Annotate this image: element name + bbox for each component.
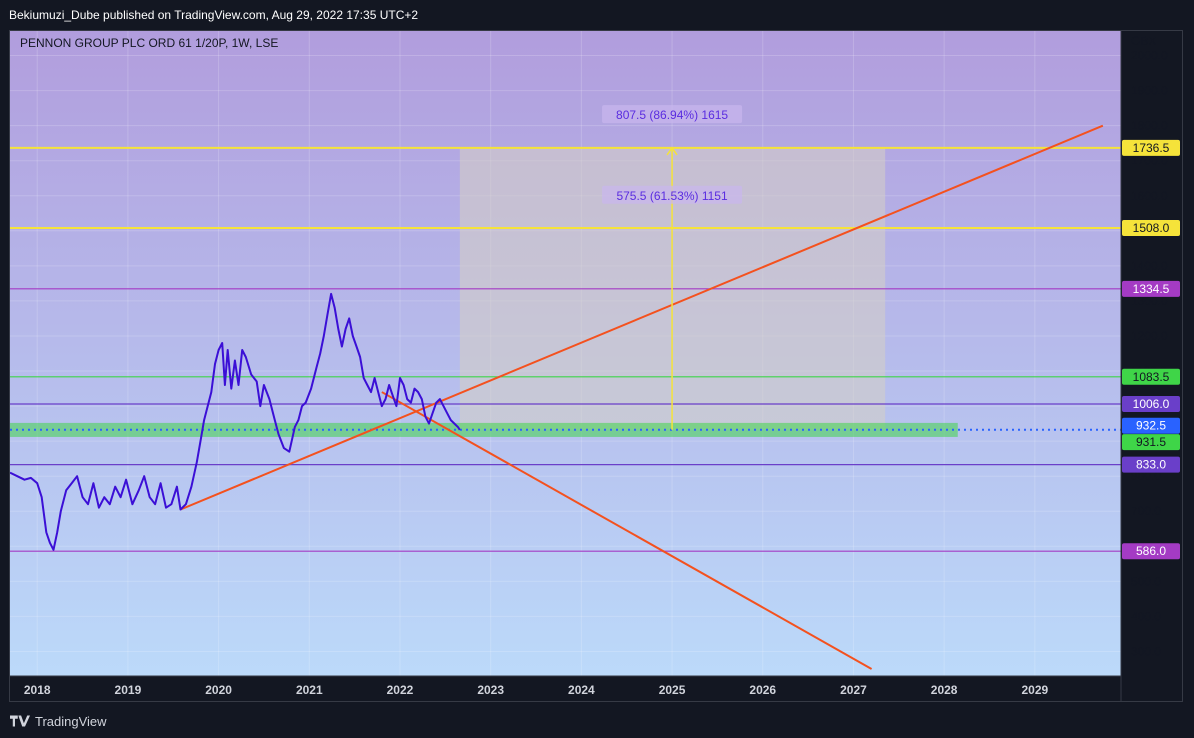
- price-badge: [1122, 395, 1180, 412]
- x-tick-label: 2023: [477, 683, 504, 697]
- annotation-box: [602, 105, 743, 124]
- y-tick-label: 2000.0: [1131, 49, 1168, 63]
- time-axis-background: [10, 676, 1121, 701]
- price-badge: [1122, 280, 1180, 297]
- x-tick-label: 2020: [205, 683, 232, 697]
- price-badge: [1122, 220, 1180, 237]
- y-tick-label: 1300.0: [1131, 294, 1168, 308]
- price-line: [10, 292, 461, 551]
- annotation-label: 807.5 (86.94%) 1615: [616, 108, 728, 122]
- price-level-badges: 1736.5 1508.0 1334.5 1083.5 1006.0 932.5 931.5…: [1122, 139, 1180, 560]
- x-tick-label: 2018: [24, 683, 51, 697]
- y-tick-label: 1600.0: [1131, 189, 1168, 203]
- y-tick-label: 1900.0: [1131, 84, 1168, 98]
- y-tick-label: 1400.0: [1131, 259, 1168, 273]
- currency-label: GBX: [1131, 34, 1156, 48]
- price-badge-label: 932.5: [1136, 419, 1166, 433]
- price-badge-label: 931.5: [1136, 435, 1166, 449]
- price-badge-label: 1508.0: [1133, 221, 1170, 235]
- time-axis[interactable]: 2018 2019 2020 2021 2022 2023 2024 2025 2026 2027…: [24, 683, 1049, 697]
- y-tick-label: 1800.0: [1131, 119, 1168, 133]
- trendline: [381, 391, 873, 670]
- chart-panel[interactable]: 807.5 (86.94%) 1615 575.5 (61.53%) 1151 3…: [9, 30, 1183, 702]
- annotation-box: [602, 185, 743, 204]
- x-tick-label: 2021: [296, 683, 323, 697]
- price-badge: [1122, 543, 1180, 560]
- price-badge-label: 1083.5: [1133, 370, 1170, 384]
- price-badge-label: 1736.5: [1133, 141, 1170, 155]
- y-tick-label: 500.0: [1131, 574, 1161, 588]
- price-badge-label: 1006.0: [1133, 397, 1170, 411]
- x-tick-label: 2025: [659, 683, 686, 697]
- x-tick-label: 2027: [840, 683, 867, 697]
- price-badge-label: 833.0: [1136, 458, 1166, 472]
- x-tick-label: 2028: [931, 683, 958, 697]
- x-tick-label: 2029: [1021, 683, 1048, 697]
- y-tick-label: 1700.0: [1131, 154, 1168, 168]
- symbol-title: PENNON GROUP PLC ORD 61 1/20P, 1W, LSE: [20, 36, 278, 50]
- tradingview-logo-icon: [10, 715, 30, 727]
- publisher-header: Bekiumuzi_Dube published on TradingView.…: [9, 8, 419, 22]
- y-tick-label: 300.0: [1131, 644, 1161, 658]
- trendline: [180, 124, 1104, 511]
- annotation-label: 575.5 (61.53%) 1151: [616, 189, 728, 203]
- price-badge: [1122, 456, 1180, 473]
- price-chart[interactable]: 807.5 (86.94%) 1615 575.5 (61.53%) 1151 3…: [10, 31, 1182, 701]
- support-band: [10, 422, 958, 437]
- horizontal-levels: [10, 146, 1121, 552]
- y-tick-label: 700.0: [1131, 504, 1161, 518]
- price-badge: [1122, 368, 1180, 385]
- y-tick-label: 800.0: [1131, 469, 1161, 483]
- price-badge-label: 1334.5: [1133, 282, 1170, 296]
- x-tick-label: 2026: [749, 683, 776, 697]
- price-badge: [1122, 139, 1180, 156]
- measure-tool: 807.5 (86.94%) 1615 575.5 (61.53%) 1151: [602, 105, 743, 430]
- price-badge: [1122, 417, 1180, 434]
- price-series: [10, 292, 461, 551]
- x-tick-label: 2019: [115, 683, 142, 697]
- x-tick-label: 2024: [568, 683, 595, 697]
- price-badge: [1122, 434, 1180, 451]
- y-tick-label: 1200.0: [1131, 329, 1168, 343]
- measure-arrow-head: [666, 146, 678, 156]
- footer-brand-label: TradingView: [35, 713, 107, 729]
- price-badge-label: 586.0: [1136, 544, 1166, 558]
- x-tick-label: 2022: [387, 683, 414, 697]
- y-tick-label: 400.0: [1131, 609, 1161, 623]
- footer-brand[interactable]: TradingView: [10, 708, 107, 734]
- trendlines: [180, 124, 1104, 670]
